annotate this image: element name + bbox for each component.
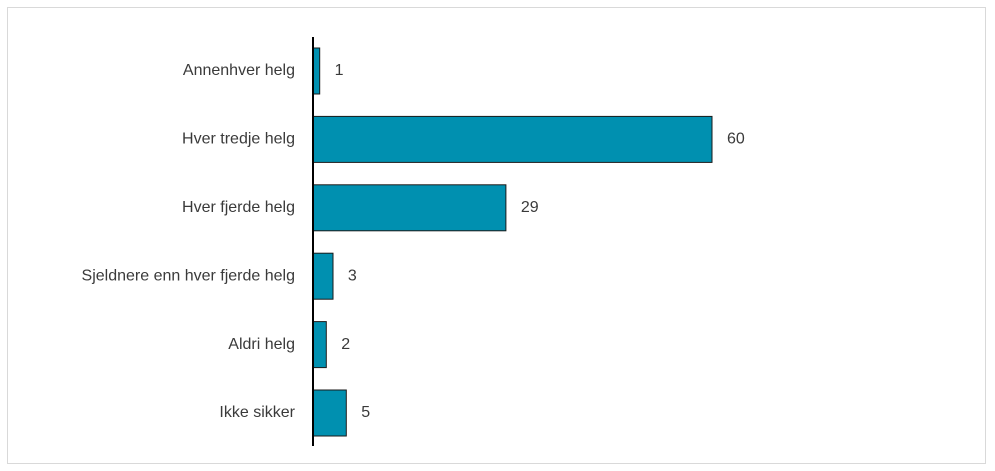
bar	[312, 389, 347, 437]
category-label: Annenhver helg	[183, 62, 295, 79]
chart-frame	[7, 7, 986, 464]
category-label: Hver fjerde helg	[182, 199, 295, 216]
bar	[312, 115, 713, 163]
data-label: 60	[727, 131, 745, 148]
bar	[312, 47, 321, 95]
bar	[312, 321, 327, 369]
data-label: 3	[348, 267, 357, 284]
value-labels-group: 1 60 29 3 2 5	[335, 62, 745, 421]
category-label: Sjeldnere enn hver fjerde helg	[82, 267, 295, 284]
bar	[312, 184, 507, 232]
category-label: Aldri helg	[228, 336, 295, 353]
data-label: 5	[361, 404, 370, 421]
data-label: 2	[341, 336, 350, 353]
category-label: Hver tredje helg	[182, 131, 295, 148]
data-label: 29	[521, 199, 539, 216]
bars-group	[312, 47, 713, 437]
category-labels-group: Annenhver helg Hver tredje helg Hver fjerd…	[82, 62, 296, 421]
bar	[312, 252, 334, 300]
data-label: 1	[335, 62, 344, 79]
category-label: Ikke sikker	[219, 404, 295, 421]
